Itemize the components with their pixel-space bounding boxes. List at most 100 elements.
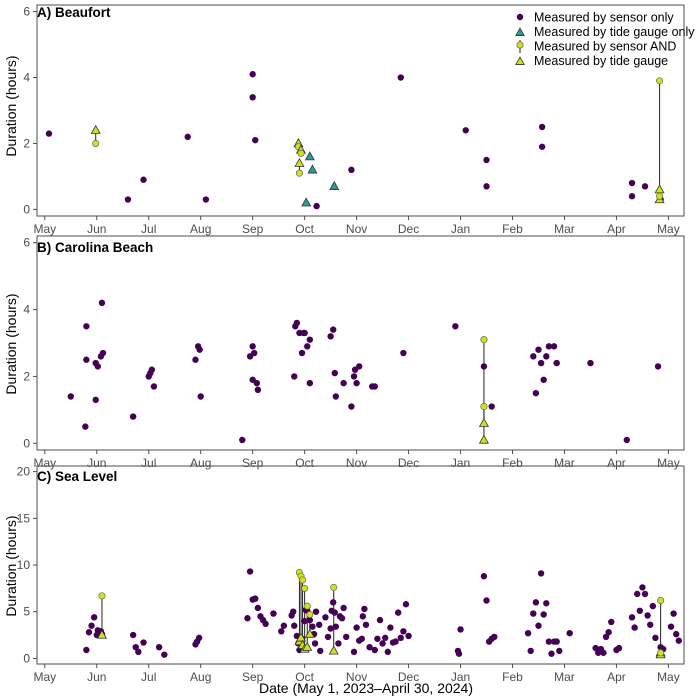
paired-gauge-point [654, 184, 665, 194]
x-tick-label: Nov [346, 670, 367, 684]
x-tick-label: Oct [295, 222, 314, 236]
sensor-only-point [197, 393, 204, 400]
sensor-only-point [98, 299, 106, 307]
sensor-only-point [322, 614, 329, 621]
sensor-only-point [600, 649, 607, 656]
paired-gauge-point [90, 124, 101, 134]
sensor-only-point [644, 612, 651, 619]
sensor-only-point [304, 343, 311, 350]
sensor-only-point [605, 629, 612, 636]
paired-sensor-point [303, 602, 311, 610]
y-tick-label: 4 [23, 303, 30, 317]
panel-frame [36, 235, 685, 451]
sensor-only-point [83, 323, 90, 330]
sensor-only-point [278, 628, 285, 635]
sensor-only-point [132, 643, 139, 651]
sensor-only-point [397, 634, 404, 642]
sensor-only-point [628, 179, 636, 187]
sensor-only-point [196, 346, 203, 353]
legend-label: Measured by sensor only [534, 11, 674, 25]
x-tick-label: Mar [554, 456, 575, 470]
sensor-only-point [140, 176, 147, 183]
sensor-only-point [654, 363, 662, 370]
x-tick-label: Apr [607, 456, 626, 470]
sensor-only-point [298, 349, 306, 357]
x-tick-label: Jan [451, 222, 470, 236]
sensor-only-point [462, 127, 469, 134]
paired-sensor-point [98, 592, 106, 600]
y-tick-label: 2 [23, 369, 30, 383]
y-tick-label: 15 [17, 511, 31, 525]
sensor-only-point [675, 637, 683, 644]
sensor-only-point [327, 333, 334, 340]
sensor-only-point [315, 621, 323, 628]
sensor-only-point [356, 363, 363, 370]
sensor-only-point [252, 136, 259, 144]
sensor-only-point [306, 336, 314, 343]
x-tick-label: Sep [242, 670, 264, 684]
paired-gauge-point [478, 417, 489, 427]
sensor-only-point [254, 386, 262, 394]
sensor-only-point [291, 622, 298, 629]
sensor-only-point [280, 622, 288, 629]
sensor-only-point [553, 638, 560, 645]
sensor-only-point [306, 616, 314, 624]
x-tick-label: Mar [554, 222, 575, 236]
sensor-only-point [371, 646, 378, 654]
sensor-only-point [532, 389, 540, 397]
sensor-only-point [394, 609, 402, 616]
x-tick-label: May [33, 670, 56, 684]
y-tick-label: 6 [23, 5, 30, 19]
sensor-only-point [405, 632, 412, 640]
x-tick-label: Sep [242, 222, 264, 236]
legend-marker [515, 56, 525, 65]
paired-sensor-point [330, 583, 338, 591]
paired-gauge-point [96, 629, 108, 639]
panel-b-title: B) Carolina Beach [37, 240, 153, 255]
sensor-only-point [553, 359, 560, 367]
sensor-only-point [527, 647, 534, 655]
sensor-only-point [140, 639, 147, 646]
sensor-only-point [602, 633, 610, 641]
sensor-only-point [311, 640, 319, 647]
sensor-only-point [634, 590, 641, 598]
sensor-only-point [249, 71, 256, 78]
sensor-only-point [566, 629, 573, 637]
sensor-only-point [379, 640, 386, 647]
sensor-only-point [249, 94, 256, 101]
sensor-only-point [330, 326, 337, 333]
x-tick-label: Apr [607, 670, 626, 684]
sensor-only-point [82, 423, 89, 430]
x-tick-label: Jun [87, 670, 106, 684]
sensor-only-point [537, 359, 545, 367]
y-tick-label: 0 [23, 436, 30, 450]
sensor-only-point [538, 143, 546, 150]
panel-a-title: A) Beaufort [37, 5, 111, 20]
sensor-only-point [246, 568, 254, 575]
paired-sensor-point [301, 584, 309, 592]
sensor-only-point [301, 329, 308, 337]
x-tick-label: Sep [242, 456, 264, 470]
gauge-only-point [329, 180, 340, 190]
sensor-only-point [195, 634, 203, 642]
panel-c-title: C) Sea Level [37, 469, 117, 484]
legend-label: Measured by tide gauge only [534, 25, 695, 39]
sensor-only-point [67, 393, 74, 400]
x-tick-label: Feb [502, 222, 523, 236]
panel-b-carolina-beach: 0 2 4 6 May Jun Jul Aug Sep Oct Nov Dec Jan Feb Mar Apr… [23, 235, 685, 470]
sensor-only-point [639, 584, 646, 591]
sensor-only-point [343, 633, 350, 641]
paired-gauge-point [302, 641, 313, 651]
sensor-only-point [129, 631, 137, 639]
sensor-only-point [353, 624, 360, 631]
gauge-only-point [307, 164, 318, 174]
panel-b-ylabel: Duration (hours) [3, 293, 19, 394]
x-tick-label: Jan [451, 456, 470, 470]
sensor-only-point [331, 609, 338, 616]
sensor-only-point [548, 650, 555, 657]
sensor-only-point [537, 570, 545, 577]
gauge-only-point [301, 197, 312, 207]
y-tick-label: 0 [23, 202, 30, 216]
